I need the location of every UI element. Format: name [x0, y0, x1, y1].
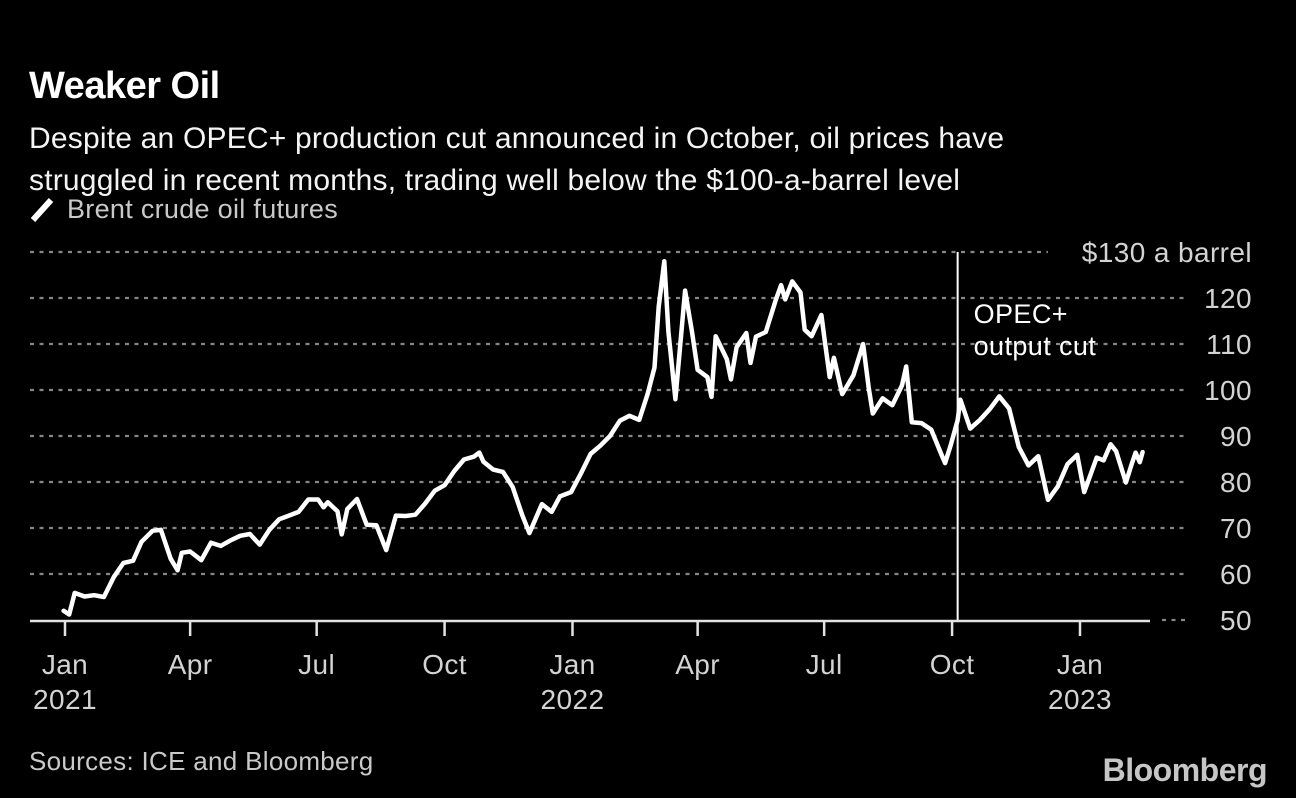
opec-annotation: OPEC+output cut — [956, 252, 1097, 620]
opec-cut-annotation-label: output cut — [974, 331, 1097, 361]
chart-title: Weaker Oil — [29, 65, 220, 108]
sources-note: Sources: ICE and Bloomberg — [29, 746, 374, 776]
y-tick-label: 120 — [1204, 283, 1252, 314]
opec-cut-annotation-label: OPEC+ — [974, 299, 1068, 329]
x-tick-month-label: Apr — [675, 649, 720, 680]
x-tick-year-label: 2023 — [1048, 684, 1112, 715]
chart-subtitle: Despite an OPEC+ production cut announce… — [29, 118, 1004, 202]
y-gridlines — [30, 250, 1185, 622]
y-tick-label: 80 — [1220, 467, 1252, 498]
y-tick-label: 100 — [1204, 375, 1252, 406]
x-tick-month-label: Jul — [806, 649, 843, 680]
x-tick-month-label: Jul — [298, 649, 335, 680]
price-series-line — [61, 258, 1145, 617]
y-tick-label: 60 — [1220, 559, 1252, 590]
x-tick-month-label: Oct — [930, 649, 975, 680]
x-axis: Jan 2021 Apr Jul Oct Jan 2022 Apr Jul Oct Jan 2023 — [30, 619, 1150, 715]
chart-subtitle-line1: Despite an OPEC+ production cut announce… — [29, 122, 1005, 155]
chart-subtitle-line2: struggled in recent months, trading well… — [29, 164, 961, 197]
y-tick-label: 90 — [1220, 421, 1252, 452]
x-tick-month-label: Apr — [168, 649, 213, 680]
x-tick-year-label: 2022 — [541, 684, 605, 715]
y-tick-label: 50 — [1220, 605, 1252, 636]
legend: Brent crude oil futures — [30, 194, 338, 225]
line-series-icon — [30, 197, 54, 222]
y-tick-label: 70 — [1220, 513, 1252, 544]
x-tick-month-label: Jan — [1057, 649, 1103, 680]
y-axis-labels: 50 60 70 80 90 100 110 120 $130 a barrel — [1082, 237, 1252, 636]
y-axis-unit-label: $130 a barrel — [1082, 237, 1252, 268]
legend-label: Brent crude oil futures — [67, 194, 339, 224]
x-tick-month-label: Oct — [422, 649, 467, 680]
x-tick-year-label: 2021 — [33, 684, 97, 715]
bloomberg-logo: Bloomberg — [1102, 752, 1268, 788]
x-tick-month-label: Jan — [42, 649, 88, 680]
y-tick-label: 110 — [1206, 329, 1252, 360]
x-tick-month-label: Jan — [549, 649, 595, 680]
